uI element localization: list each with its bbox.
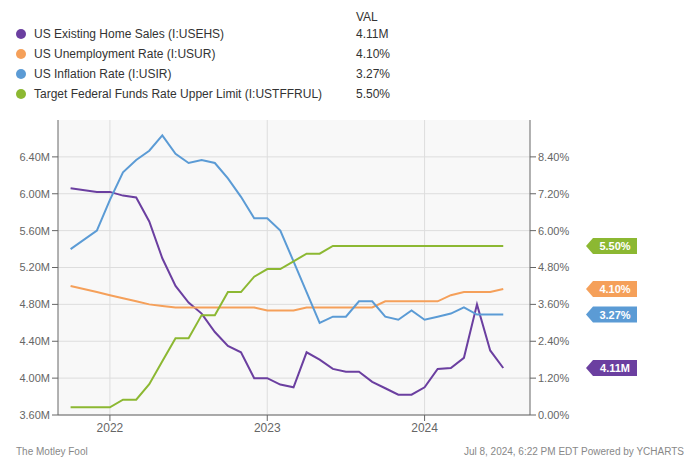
html-text:US Inflation Rate (I:USIR): US Inflation Rate (I:USIR) <box>34 67 172 81</box>
svg-text:5.50%: 5.50% <box>599 240 630 252</box>
svg-text:5.60M: 5.60M <box>19 225 50 237</box>
svg-text:0.00%: 0.00% <box>538 409 569 421</box>
html-text:US Unemployment Rate (I:USUR): US Unemployment Rate (I:USUR) <box>34 47 216 61</box>
html-text:The Motley Fool: The Motley Fool <box>16 446 88 457</box>
svg-text:5.20M: 5.20M <box>19 261 50 273</box>
html-text:4.10%: 4.10% <box>356 47 390 61</box>
svg-text:6.00%: 6.00% <box>538 225 569 237</box>
html-text:Jul 8, 2024, 6:22 PM EDT Power: Jul 8, 2024, 6:22 PM EDT Powered by YCHA… <box>463 446 684 457</box>
html-text:4.11M: 4.11M <box>356 27 389 41</box>
svg-text:8.40%: 8.40% <box>538 151 569 163</box>
svg-text:4.00M: 4.00M <box>19 372 50 384</box>
svg-text:4.11M: 4.11M <box>600 362 630 374</box>
html-text:3.27%: 3.27% <box>356 67 390 81</box>
svg-text:4.80M: 4.80M <box>19 298 50 310</box>
svg-text:4.40M: 4.40M <box>19 335 50 347</box>
svg-text:1.20%: 1.20% <box>538 372 569 384</box>
svg-text:6.00M: 6.00M <box>19 188 50 200</box>
svg-text:4.80%: 4.80% <box>538 261 569 273</box>
svg-text:2024: 2024 <box>411 421 438 435</box>
svg-text:3.60M: 3.60M <box>19 409 50 421</box>
svg-text:2023: 2023 <box>254 421 281 435</box>
svg-text:3.60%: 3.60% <box>538 298 569 310</box>
svg-text:6.40M: 6.40M <box>19 151 50 163</box>
svg-text:2.40%: 2.40% <box>538 335 569 347</box>
svg-text:4.10%: 4.10% <box>599 283 630 295</box>
svg-text:7.20%: 7.20% <box>538 188 569 200</box>
html-text:VAL: VAL <box>356 10 378 24</box>
svg-text:3.27%: 3.27% <box>599 309 630 321</box>
html-text:5.50%: 5.50% <box>356 87 390 101</box>
html-text:US Existing Home Sales (I:USEH: US Existing Home Sales (I:USEHS) <box>34 27 225 41</box>
svg-text:2022: 2022 <box>97 421 124 435</box>
html-text:Target Federal Funds Rate Uppe: Target Federal Funds Rate Upper Limit (I… <box>34 87 323 101</box>
